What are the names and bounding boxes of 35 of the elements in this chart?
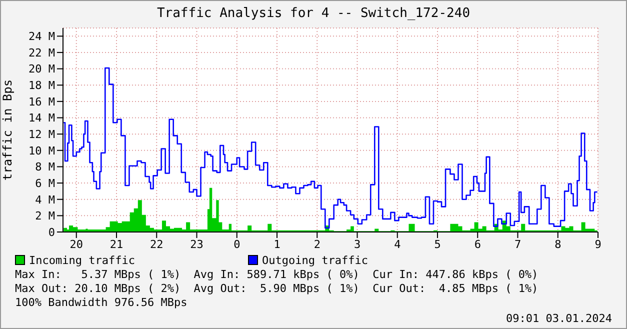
text: Max Out: 20.10 MBps ( 2%) Avg Out: 5.90 MBps ( 1%) Cur Out: 4.85 MBps ( 1%): [15, 282, 540, 296]
y-tick-label: 12 M: [28, 128, 56, 141]
y-tick-label: 8 M: [35, 160, 56, 174]
y-tick-label: 16 M: [28, 95, 56, 108]
x-tick-label: 8: [554, 238, 562, 251]
chart-title: Traffic Analysis for 4 -- Switch_172-240: [156, 6, 472, 23]
x-tick-label: 2: [314, 238, 320, 251]
x-tick-label: 9: [594, 238, 602, 251]
legend-label: Outgoing traffic: [262, 254, 368, 266]
text: Max In: 5.37 MBps ( 1%) Avg In: 589.71 kBps ( 0%) Cur In: 447.86 kBps ( 0%): [15, 268, 540, 282]
x-tick-label: 7: [514, 238, 522, 251]
y-axis-title: traffic in Bps: [0, 79, 14, 181]
x-tick-label: 0: [234, 238, 240, 251]
text: 100% Bandwidth 976.56 MBps: [15, 296, 188, 310]
x-tick-label: 6: [474, 238, 481, 251]
text: 09:01 03.01.2024: [505, 312, 612, 325]
x-tick-label: 20: [70, 238, 83, 251]
x-tick-label: 4: [394, 238, 402, 251]
y-tick-label: 24 M: [28, 30, 56, 44]
legend-label: Incoming traffic: [29, 254, 135, 266]
x-tick-label: 1: [274, 238, 280, 251]
y-tick-label: 6 M: [35, 176, 56, 190]
y-tick-label: 0: [48, 226, 55, 239]
x-tick-label: 3: [354, 238, 361, 251]
y-tick-label: 18 M: [28, 79, 56, 92]
y-tick-label: 4 M: [35, 193, 56, 206]
y-tick-label: 2 M: [35, 210, 56, 223]
y-tick-label: 20 M: [28, 62, 56, 76]
x-tick-label: 23: [190, 238, 204, 251]
y-tick-label: 14 M: [28, 112, 56, 125]
x-tick-label: 21: [110, 238, 124, 251]
x-tick-label: 22: [150, 238, 164, 251]
x-tick-label: 5: [434, 238, 441, 251]
y-tick-label: 22 M: [28, 46, 56, 60]
y-tick-label: 10 M: [28, 144, 56, 158]
